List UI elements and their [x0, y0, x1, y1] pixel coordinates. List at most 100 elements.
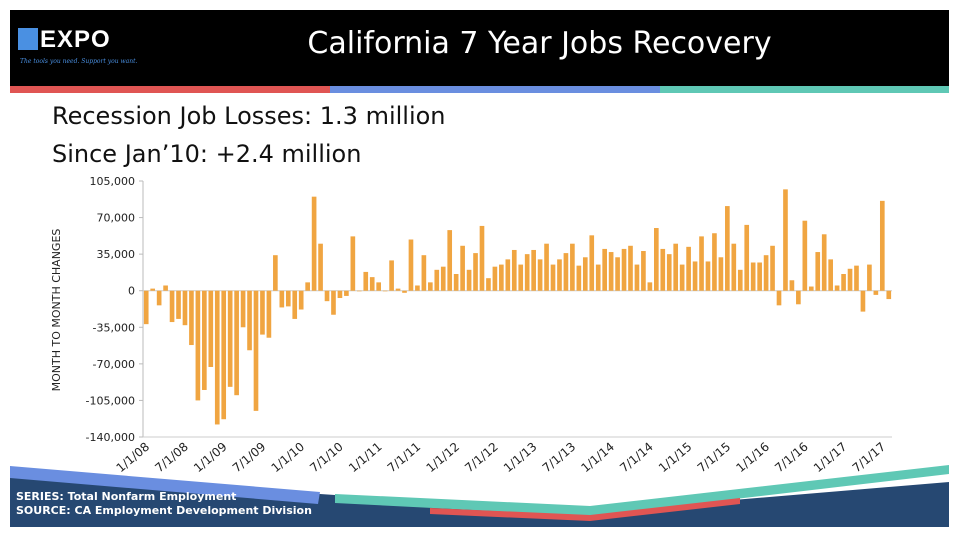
bar-month-84 — [686, 246, 691, 291]
x-tick-label: 1/1/17 — [811, 440, 850, 476]
bar-month-45 — [434, 269, 440, 291]
bar-month-12 — [221, 290, 227, 420]
bar-month-26 — [311, 196, 317, 291]
x-tick-label: 7/1/08 — [152, 440, 191, 476]
bar-month-105 — [821, 234, 827, 291]
bar-month-69 — [589, 235, 595, 291]
bar-month-113 — [873, 290, 879, 295]
bar-month-17 — [253, 290, 259, 411]
bar-month-33 — [356, 290, 362, 292]
bar-month-36 — [376, 282, 381, 291]
bar-month-65 — [563, 253, 569, 291]
bar-month-53 — [486, 278, 491, 291]
bar-month-86 — [699, 236, 704, 291]
bar-month-22 — [285, 290, 291, 307]
bar-month-52 — [479, 225, 485, 291]
bar-month-63 — [550, 264, 556, 291]
bar-month-104 — [815, 252, 821, 291]
bar-month-44 — [428, 282, 433, 291]
bar-month-59 — [524, 254, 530, 291]
bar-month-14 — [234, 290, 239, 396]
x-tick-label: 7/1/15 — [695, 440, 734, 476]
bar-month-24 — [298, 290, 304, 310]
bar-month-3 — [163, 285, 168, 291]
x-tick-label: 1/1/14 — [578, 440, 617, 476]
x-tick-label: 1/1/11 — [346, 440, 385, 476]
bar-month-72 — [608, 252, 614, 291]
expo-logo: EXPO The tools you need. Support you wan… — [18, 24, 137, 74]
bar-month-87 — [705, 261, 711, 291]
y-tick-label: 35,000 — [97, 248, 136, 261]
bar-month-29 — [331, 290, 336, 315]
bar-month-68 — [582, 257, 588, 291]
bar-month-70 — [595, 264, 601, 291]
bar-month-96 — [763, 255, 769, 291]
bar-month-27 — [318, 243, 323, 291]
bar-month-75 — [628, 245, 633, 291]
x-tick-label: 7/1/13 — [540, 440, 579, 476]
source-label: SOURCE: CA Employment Development Divisi… — [16, 504, 312, 517]
bar-month-42 — [415, 285, 420, 291]
x-tick-label: 7/1/14 — [617, 440, 656, 476]
bar-month-64 — [557, 259, 562, 291]
bar-month-107 — [834, 285, 840, 291]
bar-month-39 — [395, 288, 401, 291]
bar-month-40 — [402, 290, 407, 293]
bar-month-97 — [770, 245, 775, 291]
header-color-stripe — [10, 86, 949, 93]
bar-month-50 — [466, 269, 472, 291]
bar-month-16 — [247, 290, 252, 351]
bar-month-19 — [266, 290, 272, 338]
bar-month-47 — [447, 230, 453, 291]
bar-month-5 — [176, 290, 181, 319]
bar-month-60 — [531, 249, 536, 291]
bar-month-15 — [240, 290, 246, 328]
x-tick-label: 7/1/12 — [462, 440, 501, 476]
bar-month-85 — [692, 261, 698, 291]
bar-month-114 — [879, 200, 885, 291]
x-tick-label: 1/1/10 — [269, 440, 308, 476]
bar-month-102 — [802, 220, 808, 291]
y-axis-label: MONTH TO MONTH CHANGES — [50, 229, 63, 392]
y-tick-label: 105,000 — [90, 175, 136, 188]
bar-month-18 — [260, 290, 265, 335]
bar-month-32 — [350, 236, 356, 291]
bar-month-108 — [841, 274, 846, 291]
bar-month-101 — [796, 290, 801, 305]
bar-month-55 — [499, 264, 504, 291]
bar-month-37 — [382, 290, 388, 292]
bar-month-88 — [712, 233, 717, 291]
bar-month-48 — [453, 274, 459, 291]
bar-month-35 — [369, 277, 375, 291]
footer-decoration — [10, 465, 949, 527]
bar-month-115 — [886, 290, 892, 300]
bar-month-103 — [808, 286, 814, 291]
x-tick-label: 7/1/09 — [230, 440, 269, 476]
bar-month-23 — [292, 290, 298, 319]
bar-month-80 — [660, 248, 666, 291]
x-tick-label: 7/1/10 — [307, 440, 346, 476]
bar-month-109 — [847, 268, 853, 291]
x-tick-label: 1/1/15 — [656, 440, 695, 476]
bar-month-25 — [305, 282, 310, 291]
y-tick-label: 70,000 — [97, 212, 136, 225]
bar-month-6 — [182, 290, 188, 326]
bar-month-30 — [337, 290, 343, 299]
bar-month-95 — [757, 262, 762, 291]
x-tick-label: 1/1/16 — [733, 440, 772, 476]
bar-month-106 — [828, 259, 833, 291]
bar-month-34 — [363, 271, 369, 291]
bar-month-10 — [208, 290, 214, 367]
bar-month-79 — [654, 228, 659, 291]
bar-month-90 — [725, 206, 730, 291]
bar-month-31 — [344, 290, 349, 296]
logo-map-icon — [18, 28, 38, 50]
bar-month-11 — [214, 290, 220, 425]
bar-month-8 — [195, 290, 201, 401]
x-tick-label: 1/1/08 — [114, 440, 153, 476]
bar-month-99 — [783, 189, 788, 291]
bar-month-2 — [156, 290, 162, 306]
bar-month-66 — [570, 243, 575, 291]
bar-month-73 — [615, 257, 620, 291]
